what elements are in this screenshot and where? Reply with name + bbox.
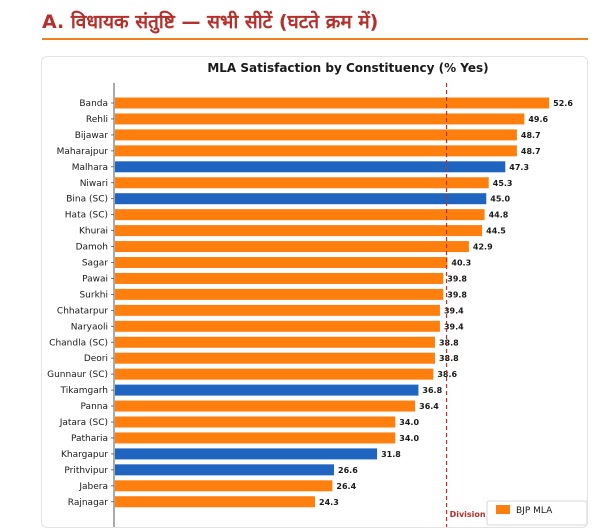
category-label: Rehli [86, 115, 108, 125]
value-label: 38.6 [437, 370, 457, 379]
value-label: 34.0 [399, 434, 419, 443]
value-label: 36.4 [419, 402, 439, 411]
value-label: 26.4 [336, 482, 356, 491]
category-label: Jabera [78, 482, 108, 492]
category-label: Malhara [72, 163, 108, 173]
bar-hata-sc [115, 209, 485, 221]
bar-patharia [115, 432, 396, 444]
category-label: Gunnaur (SC) [47, 370, 108, 380]
bar-jabera [115, 480, 333, 492]
category-label: Maharajpur [57, 147, 109, 157]
bar-khargapur [115, 448, 378, 460]
value-label: 38.8 [439, 338, 459, 347]
value-label: 26.6 [338, 466, 358, 475]
value-label: 38.8 [439, 354, 459, 363]
bars-layer: Banda 52.6 Rehli 49.6 Bijawar 48.7 Maharajpur 4… [47, 97, 573, 508]
category-label: Rajnagar [68, 498, 109, 508]
bar-deori [115, 352, 435, 364]
legend: BJP MLA [486, 500, 587, 526]
bar-malhara [115, 161, 506, 173]
value-label: 49.6 [528, 115, 548, 124]
value-label: 34.0 [399, 418, 419, 427]
bar-khurai [115, 225, 483, 237]
value-label: 52.6 [553, 99, 573, 108]
bar-rehli [115, 113, 525, 125]
value-label: 42.9 [473, 243, 493, 252]
category-label: Damoh [76, 243, 108, 253]
category-label: Khurai [79, 227, 108, 237]
category-label: Pawai [82, 274, 108, 284]
bar-bina-sc [115, 193, 487, 205]
value-label: 40.3 [451, 259, 471, 268]
value-label: 45.0 [490, 195, 510, 204]
bar-bijawar [115, 129, 517, 141]
bar-chhatarpur [115, 304, 440, 316]
heading-rule [42, 38, 588, 40]
bar-naryaoli [115, 320, 440, 332]
bar-niwari [115, 177, 489, 189]
bar-damoh [115, 241, 469, 253]
category-label: Naryaoli [71, 322, 108, 332]
category-label: Bijawar [75, 131, 109, 141]
value-label: 39.8 [447, 274, 467, 283]
category-label: Bina (SC) [66, 195, 108, 205]
legend-swatch-bjp [496, 505, 510, 514]
value-label: 36.8 [422, 386, 442, 395]
value-label: 44.5 [486, 227, 506, 236]
value-label: 47.3 [509, 163, 529, 172]
bar-jatara-sc [115, 416, 396, 428]
bar-rajnagar [115, 496, 316, 508]
bar-surkhi [115, 288, 444, 300]
chart-card: MLA Satisfaction by Constituency (% Yes)… [41, 56, 588, 528]
satisfaction-bar-chart: MLA Satisfaction by Constituency (% Yes)… [47, 61, 587, 527]
division-average-label: Division avg 4 [450, 510, 514, 519]
value-label: 39.8 [447, 290, 467, 299]
category-label: Tikamgarh [59, 386, 108, 396]
value-label: 48.7 [521, 131, 541, 140]
bar-banda [115, 97, 550, 109]
bar-chandla-sc [115, 336, 435, 348]
chart-title: MLA Satisfaction by Constituency (% Yes) [207, 61, 488, 75]
bar-gunnaur-sc [115, 368, 434, 380]
category-label: Panna [81, 402, 108, 412]
category-label: Prithvipur [64, 466, 108, 476]
value-label: 24.3 [319, 498, 339, 507]
category-label: Surkhi [79, 290, 108, 300]
bar-maharajpur [115, 145, 517, 157]
category-label: Patharia [71, 434, 108, 444]
value-label: 39.4 [444, 322, 464, 331]
category-label: Niwari [80, 179, 108, 189]
legend-label-bjp: BJP MLA [516, 506, 553, 516]
bar-panna [115, 400, 416, 412]
category-label: Chandla (SC) [49, 338, 108, 348]
section-heading: A. विधायक संतुष्टि — सभी सीटें (घटते क्र… [42, 11, 379, 33]
bar-tikamgarh [115, 384, 419, 396]
bar-pawai [115, 272, 444, 284]
value-label: 39.4 [444, 306, 464, 315]
value-label: 44.8 [489, 211, 509, 220]
category-label: Hata (SC) [65, 211, 108, 221]
bar-sagar [115, 257, 448, 268]
category-label: Chhatarpur [57, 306, 108, 316]
bar-prithvipur [115, 464, 335, 476]
category-label: Deori [84, 354, 108, 364]
value-label: 45.3 [493, 179, 513, 188]
category-label: Banda [79, 99, 108, 109]
value-label: 48.7 [521, 147, 541, 156]
category-label: Sagar [82, 259, 108, 269]
value-label: 31.8 [381, 450, 401, 459]
category-label: Khargapur [61, 450, 108, 460]
category-label: Jatara (SC) [59, 418, 108, 428]
